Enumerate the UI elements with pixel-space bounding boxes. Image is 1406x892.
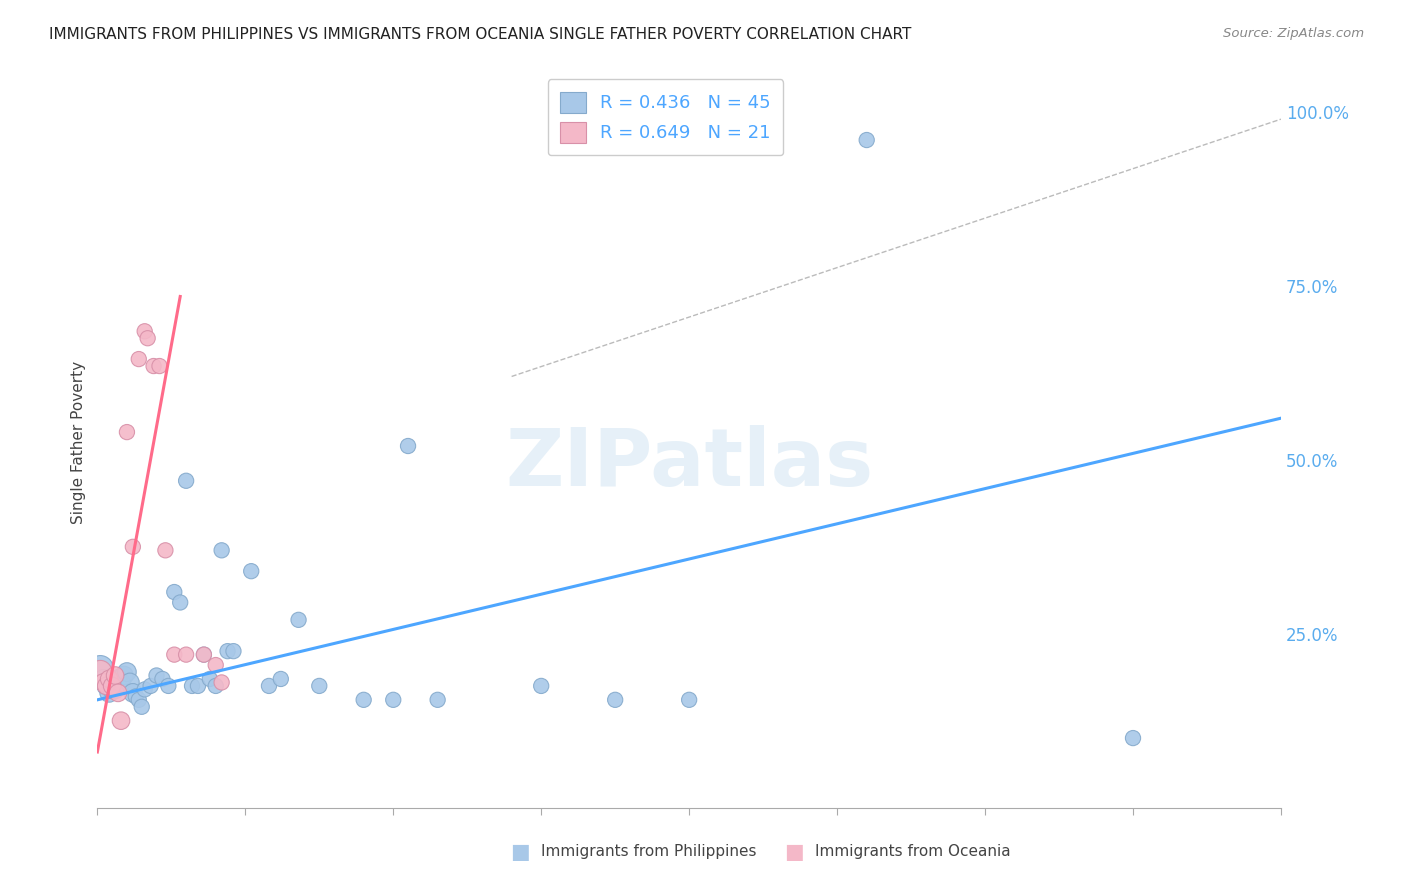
Point bbox=[101, 682, 124, 697]
Point bbox=[169, 595, 191, 609]
Point bbox=[96, 679, 118, 693]
Point bbox=[605, 693, 627, 707]
Point bbox=[101, 679, 124, 693]
Point bbox=[204, 679, 226, 693]
Text: ■: ■ bbox=[785, 842, 804, 862]
Point bbox=[115, 665, 138, 679]
Point bbox=[257, 679, 280, 693]
Point bbox=[155, 543, 177, 558]
Point bbox=[121, 686, 143, 700]
Point bbox=[287, 613, 309, 627]
Point bbox=[353, 693, 375, 707]
Point bbox=[382, 693, 405, 707]
Point bbox=[134, 682, 156, 697]
Point bbox=[139, 679, 162, 693]
Legend: R = 0.436   N = 45, R = 0.649   N = 21: R = 0.436 N = 45, R = 0.649 N = 21 bbox=[548, 79, 783, 155]
Point bbox=[104, 682, 127, 697]
Point bbox=[308, 679, 330, 693]
Point bbox=[89, 665, 111, 679]
Point bbox=[110, 714, 132, 728]
Point bbox=[174, 474, 197, 488]
Point bbox=[222, 644, 245, 658]
Point bbox=[110, 675, 132, 690]
Y-axis label: Single Father Poverty: Single Father Poverty bbox=[72, 361, 86, 524]
Point bbox=[152, 672, 174, 686]
Point bbox=[396, 439, 419, 453]
Point bbox=[121, 540, 143, 554]
Text: Source: ZipAtlas.com: Source: ZipAtlas.com bbox=[1223, 27, 1364, 40]
Point bbox=[217, 644, 239, 658]
Point bbox=[204, 658, 226, 673]
Point bbox=[104, 668, 127, 682]
Point bbox=[240, 564, 263, 578]
Point bbox=[125, 690, 148, 704]
Text: Immigrants from Oceania: Immigrants from Oceania bbox=[815, 845, 1011, 859]
Point bbox=[181, 679, 204, 693]
Point bbox=[148, 359, 170, 373]
Point bbox=[96, 679, 118, 693]
Text: ■: ■ bbox=[510, 842, 530, 862]
Point bbox=[163, 585, 186, 599]
Point bbox=[91, 672, 114, 686]
Text: IMMIGRANTS FROM PHILIPPINES VS IMMIGRANTS FROM OCEANIA SINGLE FATHER POVERTY COR: IMMIGRANTS FROM PHILIPPINES VS IMMIGRANT… bbox=[49, 27, 911, 42]
Point bbox=[855, 133, 877, 147]
Point bbox=[98, 686, 121, 700]
Point bbox=[530, 679, 553, 693]
Point bbox=[193, 648, 215, 662]
Point bbox=[134, 324, 156, 338]
Point bbox=[98, 672, 121, 686]
Point bbox=[1122, 731, 1144, 745]
Point bbox=[128, 352, 150, 367]
Point bbox=[115, 425, 138, 439]
Point bbox=[211, 675, 233, 690]
Text: ZIPatlas: ZIPatlas bbox=[505, 425, 873, 503]
Point bbox=[270, 672, 292, 686]
Point bbox=[187, 679, 209, 693]
Point bbox=[145, 668, 167, 682]
Point bbox=[174, 648, 197, 662]
Point bbox=[89, 661, 111, 675]
Point bbox=[157, 679, 180, 693]
Point bbox=[678, 693, 700, 707]
Point bbox=[142, 359, 165, 373]
Point bbox=[136, 331, 159, 345]
Point bbox=[118, 675, 141, 690]
Point bbox=[193, 648, 215, 662]
Point bbox=[211, 543, 233, 558]
Point bbox=[131, 699, 153, 714]
Point bbox=[163, 648, 186, 662]
Point bbox=[112, 668, 135, 682]
Point bbox=[91, 675, 114, 690]
Text: Immigrants from Philippines: Immigrants from Philippines bbox=[541, 845, 756, 859]
Point bbox=[107, 672, 129, 686]
Point bbox=[426, 693, 449, 707]
Point bbox=[107, 686, 129, 700]
Point bbox=[128, 693, 150, 707]
Point bbox=[198, 672, 221, 686]
